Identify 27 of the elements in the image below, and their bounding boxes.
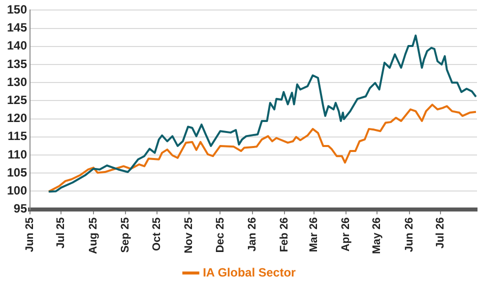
- y-tick-label: 120: [6, 111, 28, 126]
- y-tick-label: 140: [6, 38, 28, 53]
- y-tick-label: 100: [6, 184, 28, 198]
- x-tick-label: Nov 25: [183, 217, 196, 254]
- y-tick-label: 105: [6, 165, 28, 180]
- y-tick-label: 95: [14, 202, 28, 216]
- y-tick-label: 145: [6, 20, 28, 35]
- y-tick-label: 115: [8, 129, 28, 144]
- y-tick-label: 130: [6, 74, 28, 89]
- x-tick-label: Apr 26: [340, 217, 352, 252]
- x-tick-label: Jan 26: [246, 217, 259, 252]
- x-tick-label: Aug 25: [87, 217, 100, 254]
- x-tick-label: Jul 26: [434, 217, 447, 248]
- y-tick-label: 110: [8, 147, 28, 162]
- x-tick-label: Jul 25: [55, 217, 68, 248]
- x-tick-label: Feb 26: [278, 217, 291, 252]
- legend-label: IA Global Sector: [202, 265, 296, 280]
- y-tick-label: 135: [6, 56, 28, 71]
- x-tick-label: Jun 26: [403, 217, 416, 252]
- x-tick-label: Sep 25: [120, 217, 132, 253]
- x-tick-label: Oct 25: [150, 217, 163, 251]
- y-tick-label: 150: [6, 2, 28, 17]
- x-tick-label: Dec 25: [214, 217, 226, 253]
- x-tick-label: May 26: [371, 217, 384, 254]
- y-tick-label: 125: [6, 93, 28, 108]
- x-tick-label: Mar 26: [308, 217, 320, 252]
- x-tick-label: Jun 25: [24, 217, 36, 252]
